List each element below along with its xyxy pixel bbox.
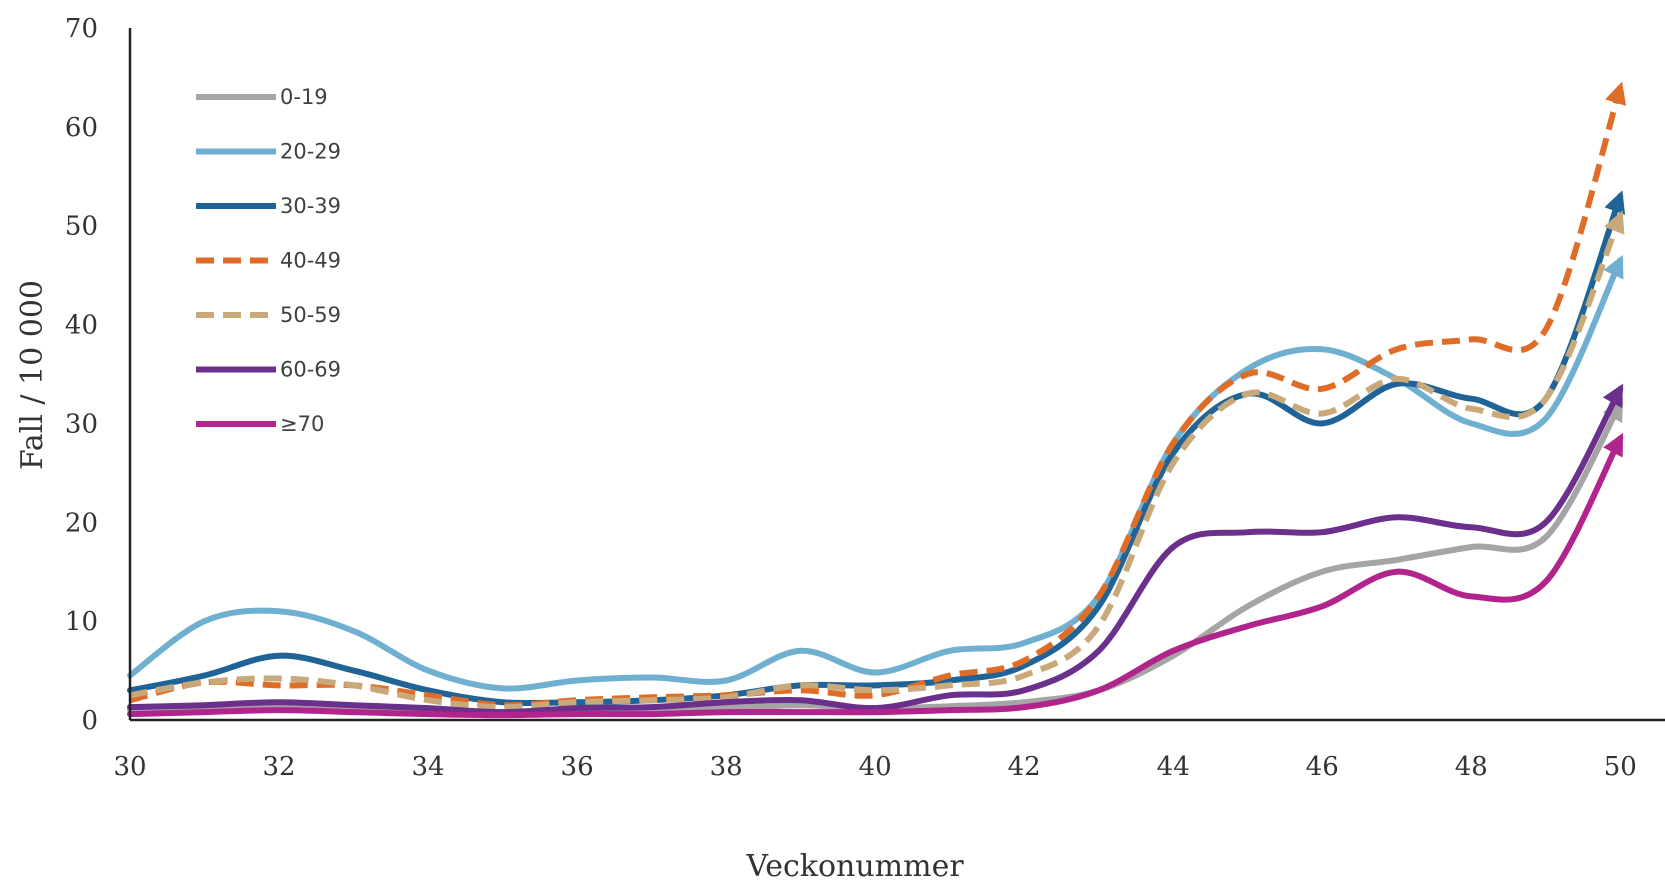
series-40-49 xyxy=(129,81,1627,709)
x-tick-label: 50 xyxy=(1604,752,1637,782)
series-arrowhead xyxy=(1605,81,1627,106)
x-tick-label: 36 xyxy=(561,752,594,782)
series-arrowhead xyxy=(1604,210,1625,235)
y-tick-label: 40 xyxy=(65,311,98,341)
legend-item: 40-49 xyxy=(196,249,341,273)
series-line xyxy=(127,257,1624,692)
legend-item: 0-19 xyxy=(196,85,328,109)
x-tick-label: 40 xyxy=(859,752,892,782)
legend-item: ≥70 xyxy=(196,412,324,436)
series-arrowhead xyxy=(1603,432,1624,458)
series-line xyxy=(129,214,1624,711)
x-tick-label: 42 xyxy=(1008,752,1041,782)
legend-item: 30-39 xyxy=(196,194,341,218)
legend-label: 30-39 xyxy=(280,194,341,218)
legend: 0-19 20-29 30-39 40-49 50-59 60-69 ≥70 xyxy=(196,85,341,436)
tick-labels: 30 32 34 36 38 40 42 44 46 48 50 0 10 20 30 40 50 60 70 xyxy=(65,14,1637,782)
series-30-39 xyxy=(127,190,1626,707)
series-line xyxy=(127,435,1624,719)
legend-label: 50-59 xyxy=(280,303,341,327)
y-tick-label: 50 xyxy=(65,212,98,242)
series-line xyxy=(127,400,1624,716)
legend-label: 20-29 xyxy=(280,140,341,164)
series-50-59 xyxy=(129,210,1625,711)
x-tick-label: 30 xyxy=(113,752,146,782)
x-tick-label: 48 xyxy=(1455,752,1488,782)
legend-label: 60-69 xyxy=(280,358,341,382)
series-lines xyxy=(127,81,1627,719)
legend-label: ≥70 xyxy=(280,412,324,436)
y-tick-label: 60 xyxy=(65,113,98,143)
x-tick-label: 34 xyxy=(412,752,445,782)
series-arrowhead xyxy=(1604,190,1626,215)
y-tick-label: 20 xyxy=(65,508,98,538)
y-tick-label: 30 xyxy=(65,409,98,439)
y-tick-label: 70 xyxy=(65,14,98,44)
x-tick-label: 44 xyxy=(1157,752,1190,782)
series-0-19 xyxy=(127,398,1624,716)
series-line xyxy=(129,86,1624,709)
x-axis-title: Veckonummer xyxy=(745,849,964,884)
series-arrowhead xyxy=(1603,254,1624,280)
series-arrowhead xyxy=(1602,383,1624,409)
series-60-69 xyxy=(127,383,1624,716)
axes xyxy=(128,28,1665,722)
legend-item: 50-59 xyxy=(196,303,341,327)
series-line xyxy=(127,193,1624,707)
series-≥70 xyxy=(127,432,1624,719)
legend-label: 40-49 xyxy=(280,249,341,273)
x-tick-label: 38 xyxy=(710,752,743,782)
legend-item: 20-29 xyxy=(196,140,341,164)
legend-item: 60-69 xyxy=(196,358,341,382)
series-20-29 xyxy=(127,254,1624,692)
x-tick-label: 46 xyxy=(1306,752,1339,782)
x-tick-label: 32 xyxy=(262,752,295,782)
legend-label: 0-19 xyxy=(280,85,328,109)
y-axis-title: Fall / 10 000 xyxy=(15,280,50,470)
y-tick-label: 10 xyxy=(65,607,98,637)
y-tick-label: 0 xyxy=(81,706,98,736)
series-line xyxy=(127,385,1624,716)
